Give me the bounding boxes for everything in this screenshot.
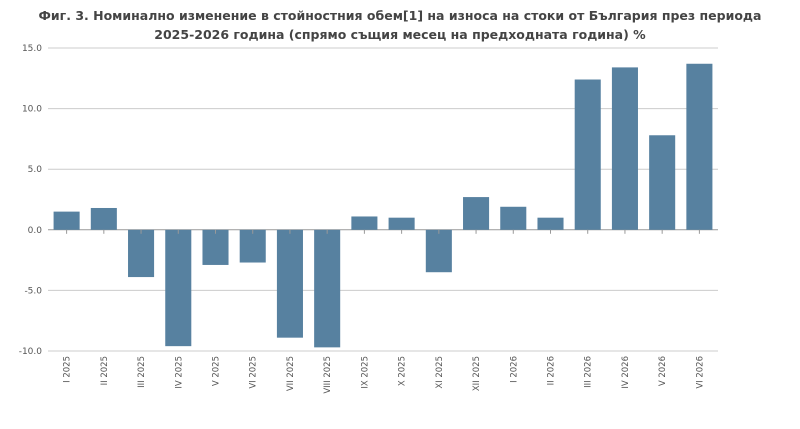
bar <box>314 229 341 348</box>
x-tick-label: V 2026 <box>658 356 668 386</box>
x-tick-label: V 2025 <box>212 356 222 386</box>
x-tick-label: VI 2025 <box>249 356 259 389</box>
bar <box>90 207 117 230</box>
chart-title: Фиг. 3. Номинално изменение в стойностни… <box>0 6 800 44</box>
bar <box>276 229 303 338</box>
x-tick-label: VIII 2025 <box>323 356 333 394</box>
y-tick-label: 5.0 <box>28 165 43 175</box>
bar <box>463 197 490 230</box>
bar <box>53 211 80 230</box>
x-tick-label: I 2025 <box>63 356 73 383</box>
x-tick-label: III 2025 <box>137 356 147 388</box>
bar <box>202 229 229 265</box>
bar <box>500 206 527 230</box>
y-tick-label: -10.0 <box>19 347 43 357</box>
x-tick-label: VI 2026 <box>695 356 705 389</box>
bar <box>649 135 676 230</box>
y-tick-label: 15.0 <box>22 44 42 54</box>
y-tick-label: 0.0 <box>28 226 43 236</box>
x-tick-label: IX 2025 <box>360 356 370 389</box>
x-tick-label: X 2025 <box>398 356 408 386</box>
x-tick-label: XII 2025 <box>472 356 482 391</box>
bar <box>351 216 378 230</box>
x-tick-label: VII 2025 <box>286 356 296 391</box>
x-tick-label: II 2026 <box>547 356 557 385</box>
bar <box>611 67 638 230</box>
bar <box>165 229 192 347</box>
x-tick-label: II 2025 <box>100 356 110 385</box>
y-tick-label: 10.0 <box>22 105 42 115</box>
x-tick-label: IV 2025 <box>174 356 184 389</box>
bar <box>574 79 601 230</box>
x-tick-label: III 2026 <box>584 356 594 388</box>
x-tick-label: I 2026 <box>509 356 519 383</box>
bar <box>537 217 564 230</box>
bar <box>239 229 266 263</box>
chart-title-line-2: 2025-2026 година (спрямо същия месец на … <box>154 27 646 42</box>
bar <box>388 217 415 230</box>
x-tick-label: IV 2026 <box>621 356 631 389</box>
bar <box>425 229 452 273</box>
bar <box>686 63 713 230</box>
x-tick-label: XI 2025 <box>435 356 445 389</box>
y-tick-label: -5.0 <box>24 286 42 296</box>
bar <box>128 229 155 278</box>
chart-title-line-1: Фиг. 3. Номинално изменение в стойностни… <box>38 8 762 23</box>
